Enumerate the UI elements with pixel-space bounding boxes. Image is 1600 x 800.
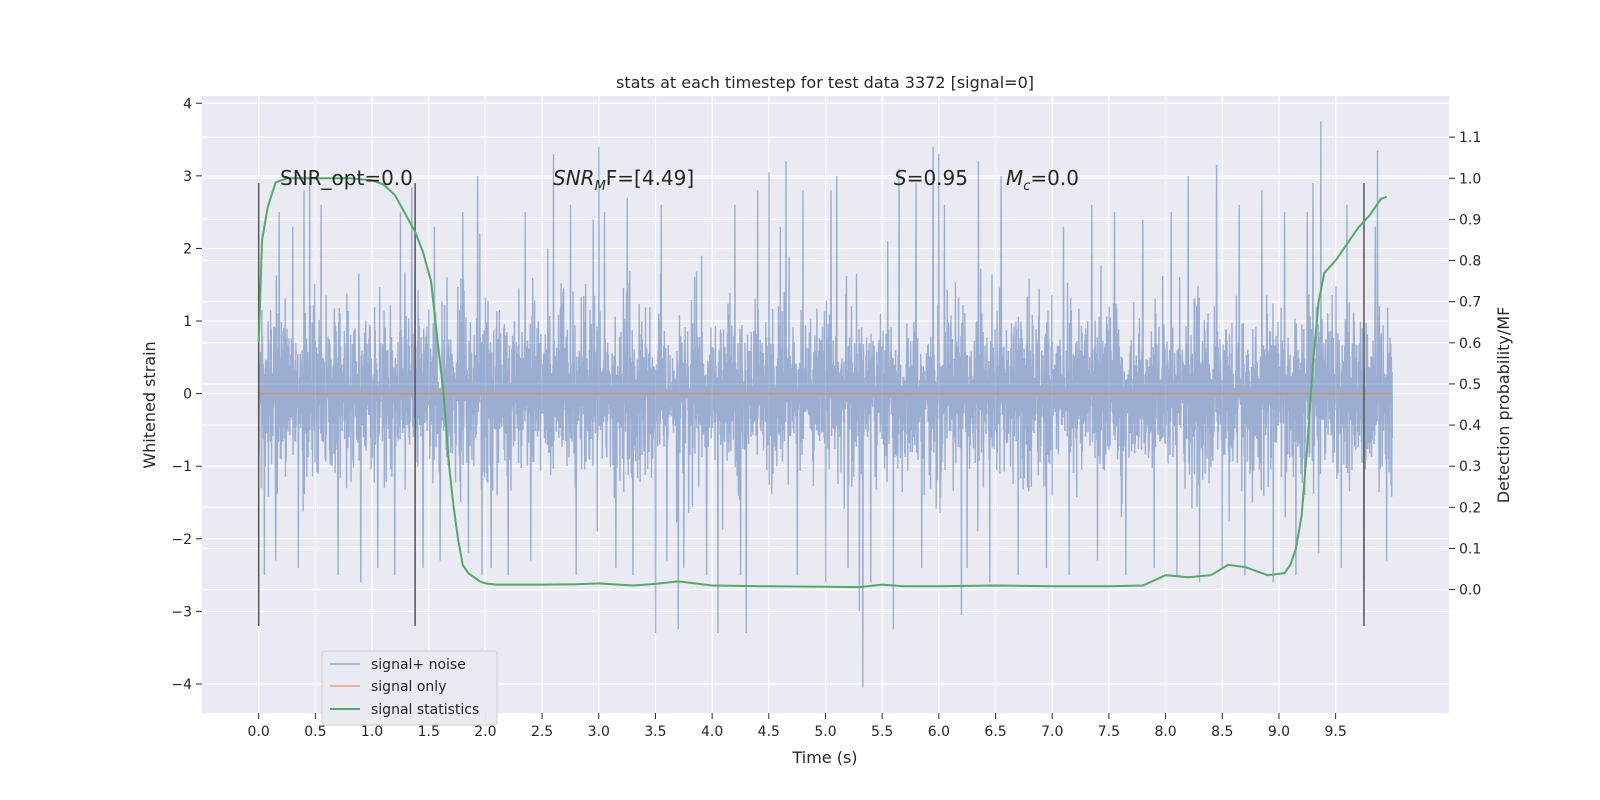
y2-tick-label: 0.1 (1459, 541, 1481, 557)
x-tick-label: 1.0 (361, 724, 383, 740)
x-tick-label: 5.5 (871, 724, 893, 740)
x-tick-label: 5.0 (814, 724, 836, 740)
vertical-markers (257, 183, 1365, 626)
legend-box (321, 650, 498, 726)
x-tick-label: 8.5 (1211, 724, 1233, 740)
mc-prefix: M (1006, 166, 1023, 190)
y2-tick-label: 0.4 (1459, 418, 1481, 434)
x-tick-label: 9.5 (1325, 724, 1347, 740)
snr-mf-value: F=[4.49] (606, 166, 694, 190)
y-tick-label: −1 (171, 459, 192, 475)
y-axis-ticks: 4 3 2 1 0 −1 −2 −3 −4 (171, 96, 202, 693)
s-prefix: S (894, 166, 907, 190)
mc-subscript: c (1023, 179, 1030, 194)
annotation-snr-mf: SNRMF=[4.49] (553, 166, 694, 194)
noise-line (257, 121, 1394, 688)
y2-tick-label: 0.3 (1459, 459, 1481, 475)
y-tick-label: −2 (171, 532, 192, 548)
snr-mf-subscript: M (595, 179, 606, 194)
x-tick-label: 0.5 (304, 724, 326, 740)
y2-tick-label: 0.2 (1459, 500, 1481, 516)
y-tick-label: 0 (183, 387, 192, 403)
y2-tick-label: 0.9 (1459, 212, 1481, 228)
annotation-s: S=0.95 (894, 166, 968, 190)
legend-label-signal: signal only (371, 679, 446, 695)
x-tick-label: 1.5 (418, 724, 440, 740)
y2-tick-label: 0.5 (1459, 377, 1481, 393)
x-tick-label: 4.0 (701, 724, 723, 740)
x-tick-label: 6.0 (928, 724, 950, 740)
legend-label-stats: signal statistics (371, 702, 479, 718)
x-tick-label: 7.5 (1098, 724, 1120, 740)
x-tick-label: 8.0 (1154, 724, 1176, 740)
y2-tick-label: 0.8 (1459, 254, 1481, 270)
s-value: =0.95 (907, 166, 968, 190)
y2-tick-label: 0.6 (1459, 336, 1481, 352)
snr-mf-prefix: SNR (553, 166, 595, 190)
x-tick-label: 7.0 (1041, 724, 1063, 740)
chart-title: stats at each timestep for test data 337… (616, 73, 1034, 92)
stats-series (257, 177, 1387, 589)
x-tick-label: 2.5 (531, 724, 553, 740)
y-tick-label: 2 (183, 241, 192, 257)
noise-series (257, 121, 1394, 688)
x-tick-label: 9.0 (1268, 724, 1290, 740)
stats-line (257, 177, 1387, 589)
y2-tick-label: 0.0 (1459, 583, 1481, 599)
y2-tick-label: 1.0 (1459, 171, 1481, 187)
y-axis-label: Whitened strain (140, 341, 159, 468)
x-tick-label: 3.0 (588, 724, 610, 740)
mc-value: =0.0 (1030, 166, 1079, 190)
y-tick-label: −3 (171, 604, 192, 620)
annotation-snr-opt: SNR_opt=0.0 (280, 166, 413, 190)
y2-tick-label: 1.1 (1459, 130, 1481, 146)
x-tick-label: 6.5 (984, 724, 1006, 740)
x-tick-label: 3.5 (644, 724, 666, 740)
y-tick-label: −4 (171, 677, 192, 693)
y2-tick-label: 0.7 (1459, 295, 1481, 311)
legend: signal+ noise signal only signal statist… (321, 650, 498, 726)
y2-axis-ticks: 1.1 1.0 0.9 0.8 0.7 0.6 0.5 0.4 0.3 0.2 0.1 0.0 (1449, 130, 1481, 599)
x-axis-label: Time (s) (791, 748, 857, 767)
x-tick-label: 2.0 (474, 724, 496, 740)
x-tick-label: 0.0 (248, 724, 270, 740)
x-tick-label: 4.5 (758, 724, 780, 740)
y-tick-label: 1 (183, 314, 192, 330)
y-tick-label: 4 (183, 96, 192, 112)
annotation-mc: Mc=0.0 (1006, 166, 1079, 194)
legend-label-noise: signal+ noise (371, 657, 466, 673)
y2-axis-label: Detection probability/MF (1494, 307, 1513, 504)
y-tick-label: 3 (183, 169, 192, 185)
x-axis-ticks: 0.0 0.5 1.0 1.5 2.0 2.5 3.0 3.5 4.0 4.5 5.0 5.5 6.0 6… (248, 713, 1347, 740)
